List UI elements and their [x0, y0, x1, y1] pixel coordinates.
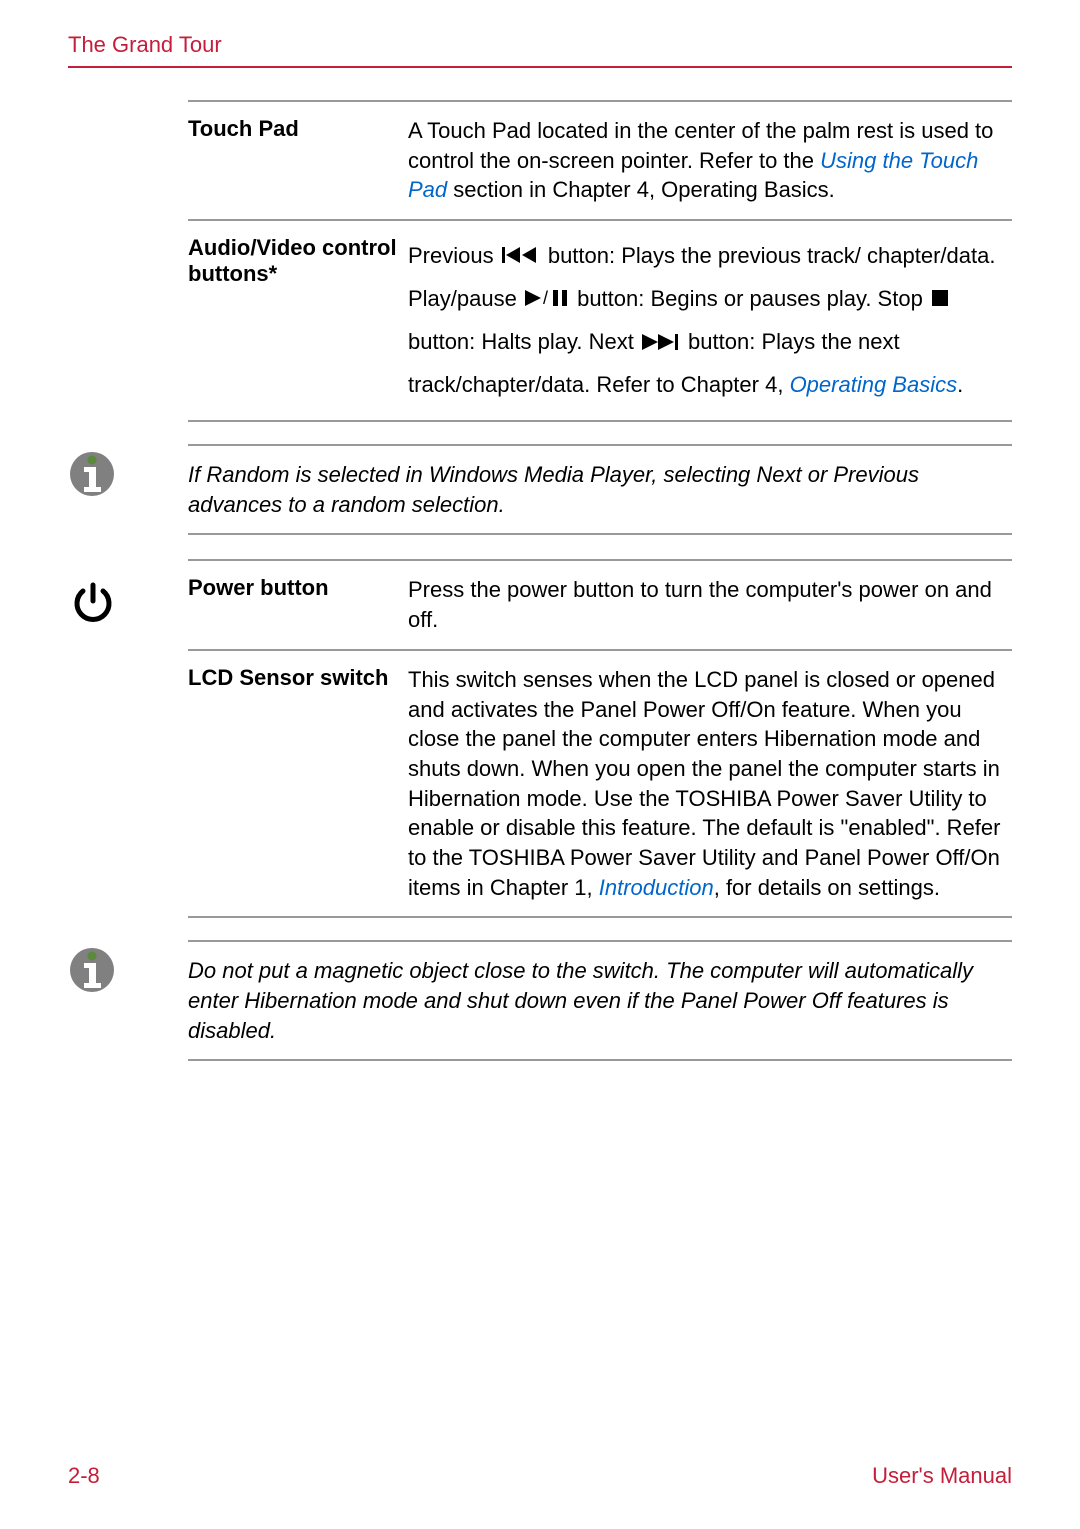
header-rule: [68, 66, 1012, 68]
av-play-post: button: Begins: [571, 286, 718, 311]
touchpad-section: Touch Pad A Touch Pad located in the cen…: [188, 100, 1012, 221]
av-stop-post: button: Halts play. Next: [408, 329, 640, 354]
power-label: Power button: [188, 575, 408, 634]
stop-icon: [931, 279, 949, 321]
main-content: Touch Pad A Touch Pad located in the cen…: [188, 100, 1012, 422]
power-section: Power button Press the power button to t…: [188, 559, 1012, 650]
touchpad-text2: section in Chapter 4, Operating Basics.: [447, 177, 835, 202]
note2-row: Do not put a magnetic object close to th…: [68, 940, 1012, 1061]
lcd-label: LCD Sensor switch: [188, 665, 408, 903]
play-pause-icon: /: [525, 279, 569, 321]
av-refer-post: .: [957, 372, 963, 397]
next-track-icon: [642, 323, 680, 365]
lcd-text1: This switch senses when the LCD panel is…: [408, 667, 1000, 900]
av-section: Audio/Video control buttons* Previous bu…: [188, 219, 1012, 422]
power-icon: [68, 559, 188, 627]
av-refer-pre: Refer to Chapter 4,: [596, 372, 789, 397]
av-body: Previous button: Plays the previous trac…: [408, 235, 1012, 406]
svg-text:/: /: [543, 289, 548, 307]
touchpad-label: Touch Pad: [188, 116, 408, 205]
lcd-section: LCD Sensor switch This switch senses whe…: [188, 649, 1012, 919]
footer: 2-8 User's Manual: [68, 1463, 1012, 1489]
note1-row: If Random is selected in Windows Media P…: [68, 444, 1012, 535]
touchpad-body: A Touch Pad located in the center of the…: [408, 116, 1012, 205]
note2-text: Do not put a magnetic object close to th…: [188, 940, 1012, 1061]
av-prev-pre: Previous: [408, 243, 500, 268]
info-icon: [68, 444, 188, 498]
note1-text: If Random is selected in Windows Media P…: [188, 444, 1012, 535]
power-body: Press the power button to turn the compu…: [408, 575, 1012, 634]
page-number: 2-8: [68, 1463, 100, 1489]
av-prev-post: button: Plays the previous track/: [542, 243, 861, 268]
av-refer-link[interactable]: Operating Basics: [790, 372, 958, 397]
av-stop-pre: or pauses play. Stop: [724, 286, 929, 311]
manual-label: User's Manual: [872, 1463, 1012, 1489]
power-row: Power button Press the power button to t…: [68, 559, 1012, 916]
info-icon: [68, 940, 188, 994]
lcd-link[interactable]: Introduction: [599, 875, 714, 900]
chapter-title: The Grand Tour: [68, 32, 1012, 66]
lcd-text2: , for details on settings.: [714, 875, 940, 900]
page-header: The Grand Tour: [68, 32, 1012, 68]
av-label: Audio/Video control buttons*: [188, 235, 408, 406]
lcd-body: This switch senses when the LCD panel is…: [408, 665, 1012, 903]
previous-track-icon: [502, 236, 540, 278]
